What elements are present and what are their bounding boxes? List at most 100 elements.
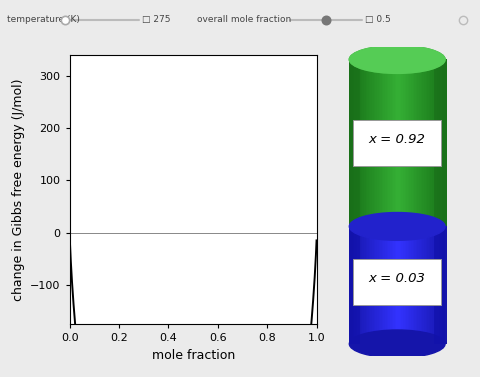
Bar — [382, 60, 384, 227]
Bar — [380, 60, 382, 227]
Bar — [405, 60, 407, 227]
Bar — [369, 227, 371, 344]
Bar — [377, 227, 379, 344]
Bar — [388, 60, 390, 227]
Bar — [358, 227, 360, 344]
Ellipse shape — [349, 46, 445, 74]
Bar — [393, 227, 395, 344]
Bar — [356, 227, 358, 344]
Bar — [421, 60, 422, 227]
Bar — [373, 227, 375, 344]
Bar — [387, 60, 388, 227]
Text: overall mole fraction: overall mole fraction — [197, 15, 291, 24]
Bar — [437, 227, 439, 344]
Bar — [408, 227, 409, 344]
Bar — [366, 60, 367, 227]
Bar — [398, 227, 400, 344]
Bar — [422, 60, 424, 227]
Bar — [440, 60, 442, 227]
Bar — [362, 60, 364, 227]
Bar — [444, 227, 445, 344]
Bar — [367, 60, 369, 227]
Bar — [385, 227, 387, 344]
Bar — [416, 60, 418, 227]
Bar — [400, 60, 401, 227]
Text: x = 0.92: x = 0.92 — [369, 133, 426, 146]
Bar — [353, 60, 354, 227]
Bar — [359, 227, 361, 344]
Bar — [414, 227, 416, 344]
Bar — [442, 227, 444, 344]
Polygon shape — [349, 60, 360, 227]
Bar — [432, 227, 434, 344]
Bar — [405, 227, 407, 344]
Bar — [392, 60, 394, 227]
Bar — [367, 227, 369, 344]
Text: □ 275: □ 275 — [142, 15, 170, 24]
Bar — [354, 227, 356, 344]
Bar — [382, 227, 384, 344]
Bar — [385, 60, 387, 227]
Bar — [403, 227, 405, 344]
Bar — [411, 60, 413, 227]
Bar — [375, 60, 377, 227]
Bar — [388, 227, 390, 344]
Bar — [418, 60, 420, 227]
Bar — [408, 60, 409, 227]
Bar — [359, 60, 361, 227]
Bar — [349, 60, 351, 227]
Ellipse shape — [349, 213, 445, 241]
Bar — [419, 227, 421, 344]
Bar — [431, 60, 432, 227]
Bar — [360, 60, 362, 227]
Bar — [390, 227, 392, 344]
Bar — [396, 60, 398, 227]
Bar — [379, 227, 381, 344]
Bar — [375, 227, 377, 344]
Bar — [411, 227, 413, 344]
Bar — [427, 60, 429, 227]
Bar — [372, 60, 374, 227]
Bar — [384, 60, 385, 227]
Bar — [435, 227, 437, 344]
Bar — [369, 60, 371, 227]
Bar — [364, 227, 366, 344]
Bar — [426, 227, 428, 344]
Bar — [424, 227, 426, 344]
Polygon shape — [434, 227, 445, 344]
Bar — [442, 60, 444, 227]
Bar — [427, 227, 429, 344]
Bar — [401, 60, 403, 227]
Bar — [429, 60, 431, 227]
Bar — [409, 60, 411, 227]
Bar — [349, 227, 351, 344]
FancyBboxPatch shape — [353, 259, 441, 305]
Bar — [398, 60, 400, 227]
Bar — [426, 60, 428, 227]
Bar — [377, 60, 379, 227]
Bar — [356, 60, 358, 227]
Bar — [351, 227, 353, 344]
Bar — [371, 60, 372, 227]
Polygon shape — [349, 227, 360, 344]
Ellipse shape — [349, 46, 445, 74]
Bar — [406, 227, 408, 344]
Bar — [424, 60, 426, 227]
Bar — [354, 60, 356, 227]
Text: temperature (K): temperature (K) — [7, 15, 80, 24]
Bar — [380, 227, 382, 344]
Ellipse shape — [349, 330, 445, 358]
Bar — [406, 60, 408, 227]
Bar — [401, 227, 403, 344]
Bar — [358, 60, 360, 227]
Bar — [444, 60, 445, 227]
Bar — [366, 227, 367, 344]
Bar — [360, 227, 362, 344]
Bar — [413, 60, 415, 227]
Bar — [353, 227, 354, 344]
Bar — [431, 227, 432, 344]
FancyBboxPatch shape — [353, 120, 441, 166]
Bar — [395, 60, 396, 227]
Bar — [445, 60, 447, 227]
Bar — [372, 227, 374, 344]
